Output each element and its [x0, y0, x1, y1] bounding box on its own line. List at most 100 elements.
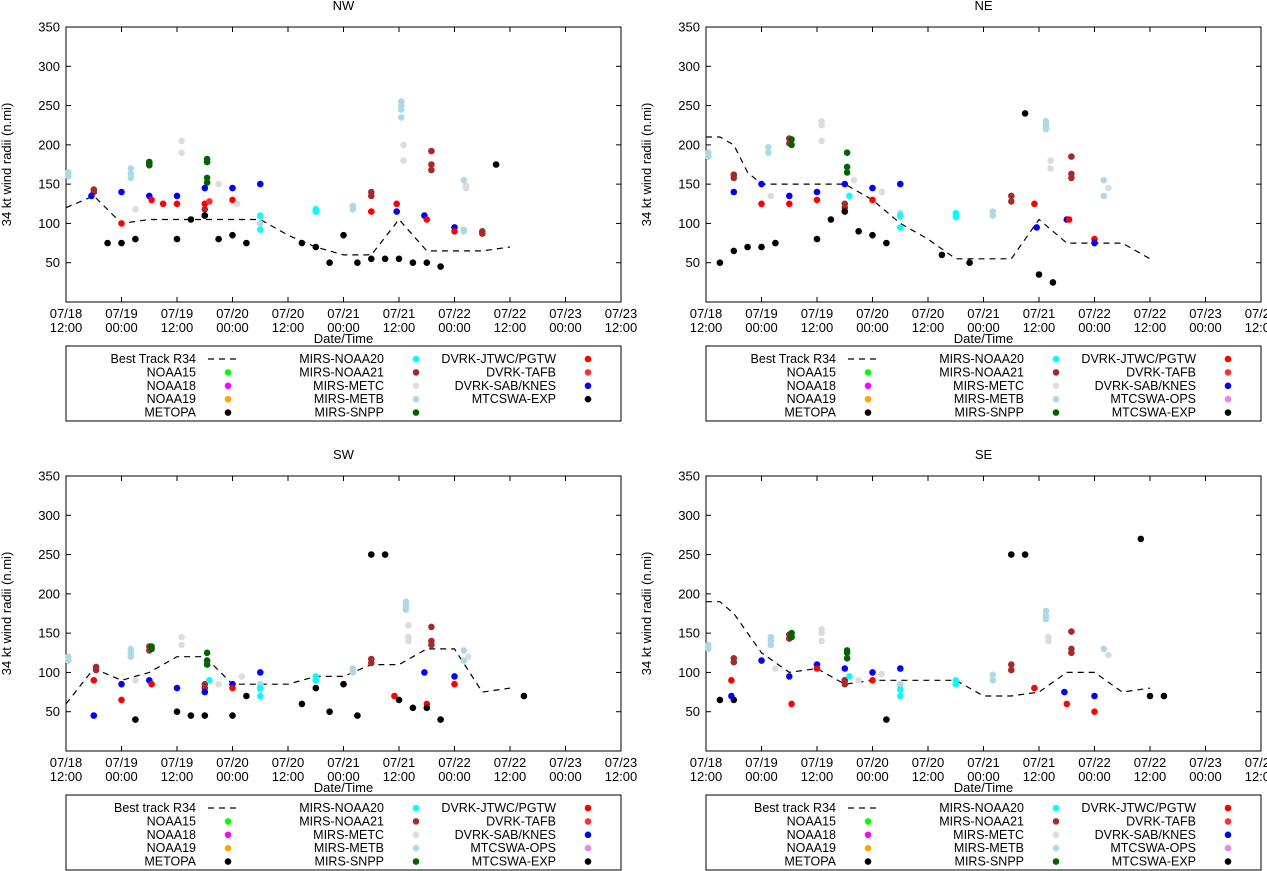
point-mirs-metc — [818, 637, 825, 645]
point-mirs-metb — [765, 143, 772, 151]
y-tick-label: 100 — [678, 216, 700, 231]
legend-label-mirs-metb: MIRS-METB — [954, 841, 1024, 855]
y-tick-label: 200 — [38, 137, 60, 152]
point-mirs-metb — [460, 226, 468, 233]
point-metopa — [1137, 535, 1145, 543]
legend-label-mtcswa-ops: MTCSWA-OPS — [1110, 392, 1196, 406]
point-mirs-metb — [897, 680, 904, 688]
legend-marker-noaa18 — [224, 831, 232, 839]
legend-marker-mirs-noaa21 — [412, 818, 420, 825]
legend-label-metopa: METOPA — [784, 406, 836, 420]
legend-label-dvrk-tafb: DVRK-TAFB — [486, 814, 556, 828]
legend-marker-mirs-snpp — [412, 858, 420, 865]
point-mirs-metc — [465, 653, 472, 660]
x-tick-time: 12:00 — [383, 320, 416, 335]
point-mirs-metb — [398, 98, 405, 105]
legend-marker-mirs-metb — [412, 395, 420, 403]
y-tick-label: 250 — [38, 547, 60, 562]
point-dvrk-sab-knes — [90, 712, 98, 719]
legend-marker-noaa15 — [224, 369, 232, 376]
legend-marker-noaa15 — [224, 818, 232, 825]
point-mirs-metb — [1100, 645, 1108, 653]
point-dvrk-jtwc-pgtw — [451, 228, 458, 235]
point-dvrk-sab-knes — [201, 184, 209, 192]
point-dvrk-sab-knes — [1033, 224, 1040, 231]
point-dvrk-sab-knes — [393, 208, 401, 215]
y-axis-label: 34 kt wind radii (n.mi) — [639, 103, 654, 227]
point-metopa — [381, 551, 389, 558]
point-mirs-noaa21 — [92, 663, 100, 671]
x-tick-date: 07/23 — [605, 306, 638, 321]
point-mirs-metc — [178, 149, 185, 156]
point-mirs-noaa21 — [368, 188, 375, 196]
x-tick-time: 12:00 — [1245, 769, 1267, 784]
x-tick-date: 07/20 — [272, 306, 305, 321]
point-dvrk-jtwc-pgtw — [368, 208, 375, 215]
point-mirs-metb — [1042, 607, 1050, 615]
point-metopa — [841, 208, 849, 215]
y-tick-label: 350 — [678, 469, 700, 484]
x-tick-time: 00:00 — [549, 320, 582, 335]
x-tick-date: 07/19 — [105, 306, 138, 321]
x-tick-time: 00:00 — [1189, 320, 1222, 335]
x-tick-time: 12:00 — [1134, 769, 1167, 784]
x-tick-time: 12:00 — [494, 769, 527, 784]
point-mirs-metb — [989, 671, 997, 679]
legend-label-noaa15: NOAA15 — [147, 814, 196, 828]
point-mirs-noaa21 — [1068, 170, 1075, 178]
legend-marker-metopa — [864, 409, 872, 416]
point-dvrk-jtwc-pgtw — [148, 196, 155, 204]
point-mirs-snpp — [788, 629, 795, 637]
legend-label-mirs-metc: MIRS-METC — [953, 828, 1024, 842]
point-mirs-metb — [460, 647, 468, 654]
x-tick-time: 00:00 — [105, 320, 138, 335]
point-mirs-noaa21 — [1008, 192, 1015, 200]
point-mirs-snpp — [788, 136, 795, 143]
plot-frame — [705, 26, 1262, 303]
legend-label-best-track-r34: Best Track R34 — [111, 352, 196, 366]
point-metopa — [437, 716, 444, 723]
legend-label-dvrk-tafb: DVRK-TAFB — [1126, 814, 1196, 828]
x-tick-time: 00:00 — [216, 769, 249, 784]
point-mirs-noaa20 — [257, 212, 264, 219]
point-mirs-noaa21 — [201, 206, 209, 213]
legend-marker-metopa — [224, 858, 232, 865]
point-metopa — [340, 231, 347, 239]
x-tick-date: 07/22 — [1134, 306, 1167, 321]
point-dvrk-sab-knes — [730, 188, 738, 196]
x-tick-time: 12:00 — [801, 769, 834, 784]
legend-label-dvrk-tafb: DVRK-TAFB — [1126, 365, 1196, 379]
point-mirs-metc — [878, 670, 886, 678]
x-tick-date: 07/23 — [1245, 306, 1267, 321]
point-dvrk-sab-knes — [201, 688, 209, 696]
point-mirs-noaa20 — [257, 684, 264, 692]
legend-label-mtcswa-exp: MTCSWA-EXP — [472, 392, 556, 406]
point-metopa — [1146, 692, 1154, 700]
x-tick-date: 07/22 — [494, 306, 527, 321]
legend-label-dvrk-jtwc-pgtw: DVRK-JTWC/PGTW — [441, 801, 556, 815]
panel-nw: NW5010015020025030035007/1812:0007/1900:… — [0, 0, 638, 422]
point-dvrk-jtwc-pgtw — [90, 677, 98, 684]
legend-marker-mirs-noaa20 — [1052, 355, 1060, 363]
point-dvrk-jtwc-pgtw — [393, 200, 401, 208]
point-dvrk-sab-knes — [897, 665, 904, 672]
point-dvrk-jtwc-pgtw — [173, 200, 181, 208]
point-metopa — [173, 708, 181, 715]
legend-label-mirs-noaa20: MIRS-NOAA20 — [299, 352, 384, 366]
x-tick-time: 00:00 — [1078, 320, 1111, 335]
x-tick-date: 07/20 — [216, 306, 249, 321]
point-dvrk-sab-knes — [758, 657, 765, 664]
point-dvrk-sab-knes — [1091, 239, 1098, 247]
x-tick-date: 07/20 — [912, 755, 945, 770]
legend-label-mtcswa-exp: MTCSWA-EXP — [472, 855, 556, 869]
point-metopa — [326, 708, 333, 715]
legend-marker-mtcswa-ops — [584, 844, 592, 852]
panel-sw: SW5010015020025030035007/1812:0007/1900:… — [0, 447, 637, 871]
point-mirs-metb — [65, 653, 72, 660]
point-mirs-snpp — [203, 174, 211, 182]
point-metopa — [215, 235, 222, 243]
legend-label-best-track-r34: Best Track R34 — [751, 352, 836, 366]
x-axis-label: Date/Time — [954, 780, 1013, 795]
legend-label-mtcswa-exp: MTCSWA-EXP — [1112, 855, 1196, 869]
